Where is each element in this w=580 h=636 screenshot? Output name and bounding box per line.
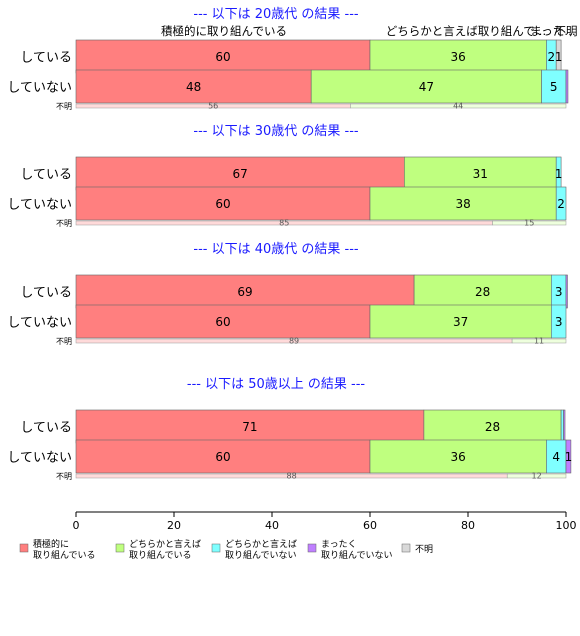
legend-label: 取り組んでいない: [225, 549, 297, 561]
row-label: している: [20, 51, 72, 66]
bar-value-label: 1: [555, 167, 563, 181]
bar-value-label: 36: [451, 450, 466, 464]
na-value-label: 12: [532, 472, 542, 481]
bar-value-label: 31: [473, 167, 488, 181]
bar-value-label: 28: [485, 420, 500, 434]
bar-value-label: 60: [215, 450, 230, 464]
bar-value-label: 71: [242, 420, 257, 434]
bar-segment: [369, 186, 557, 221]
na-row-label: 不明: [56, 472, 72, 481]
na-value-label: 85: [279, 219, 289, 228]
row-label: していない: [7, 316, 72, 331]
na-segment: [506, 473, 567, 479]
bar-value-label: 38: [455, 197, 470, 211]
bar-value-label: 5: [550, 80, 558, 94]
bar-value-label: 2: [557, 197, 565, 211]
bar-value-label: 3: [555, 285, 563, 299]
legend-label: どちらかと言えば: [225, 538, 297, 550]
na-value-label: 56: [208, 102, 218, 111]
bar-value-label: 1: [565, 450, 573, 464]
na-value-label: 15: [524, 219, 534, 228]
bar-segment: [75, 304, 371, 339]
x-tick-label: 100: [556, 519, 577, 532]
na-row-label: 不明: [56, 219, 72, 228]
top-label-2: どちらかと言えば取り組んで…: [386, 24, 546, 38]
bar-segment: [555, 186, 567, 221]
bar-value-label: 48: [186, 80, 201, 94]
top-label-1: 積極的に取り組んでいる: [161, 24, 287, 38]
bar-segment: [565, 274, 568, 309]
bar-value-label: 60: [215, 197, 230, 211]
bar-value-label: 28: [475, 285, 490, 299]
x-tick-label: 20: [167, 519, 181, 532]
row-label: している: [20, 421, 72, 436]
na-value-label: 11: [534, 337, 544, 346]
bar-value-label: 69: [237, 285, 252, 299]
bar-segment: [560, 409, 564, 444]
legend-label: まったく: [321, 539, 357, 550]
bar-value-label: 3: [555, 315, 563, 329]
bar-segment: [75, 274, 415, 309]
row-label: していない: [7, 81, 72, 96]
legend-label: 取り組んでいない: [321, 549, 393, 561]
group-title: --- 以下は 20歳代 の結果 ---: [193, 7, 359, 22]
bar-value-label: 36: [451, 50, 466, 64]
bar-value-label: 47: [419, 80, 434, 94]
na-segment: [492, 220, 567, 226]
bar-segment: [369, 439, 547, 474]
bar-segment: [75, 439, 371, 474]
group-title: --- 以下は 40歳代 の結果 ---: [193, 242, 359, 257]
row-label: していない: [7, 451, 72, 466]
group-title: --- 以下は 30歳代 の結果 ---: [193, 124, 359, 139]
x-tick-label: 0: [73, 519, 80, 532]
row-label: している: [20, 168, 72, 183]
bar-value-label: 67: [233, 167, 248, 181]
bar-segment: [413, 274, 552, 309]
bar-segment: [565, 69, 569, 104]
bar-value-label: 1: [555, 50, 563, 64]
x-tick-label: 80: [461, 519, 475, 532]
na-segment: [511, 338, 567, 344]
legend-swatch: [401, 543, 411, 553]
bar-segment: [75, 186, 371, 221]
na-row-label: 不明: [56, 102, 72, 111]
na-value-label: 89: [289, 337, 299, 346]
legend-swatch: [115, 543, 125, 553]
bar-value-label: 60: [215, 50, 230, 64]
row-label: していない: [7, 198, 72, 213]
na-segment: [350, 103, 567, 109]
top-label-4: 不明: [555, 24, 578, 38]
x-tick-label: 60: [363, 519, 377, 532]
bar-segment: [423, 409, 562, 444]
legend-label: 不明: [415, 544, 433, 555]
bar-segment: [541, 69, 567, 104]
na-value-label: 44: [453, 102, 463, 111]
group-title: --- 以下は 50歳以上 の結果 ---: [187, 377, 366, 392]
legend-swatch: [211, 543, 221, 553]
bar-segment: [563, 409, 566, 444]
legend-swatch: [307, 543, 317, 553]
legend-label: 取り組んでいる: [33, 549, 96, 561]
legend-swatch: [19, 543, 29, 553]
bar-segment: [75, 409, 425, 444]
top-label-3: まった…: [530, 24, 576, 38]
bar-segment: [565, 439, 572, 474]
legend-label: 積極的に: [33, 538, 69, 550]
na-value-label: 88: [287, 472, 297, 481]
bar-value-label: 37: [453, 315, 468, 329]
na-row-label: 不明: [56, 337, 72, 346]
x-tick-label: 40: [265, 519, 279, 532]
bar-segment: [75, 156, 405, 191]
row-label: している: [20, 286, 72, 301]
bar-value-label: 2: [547, 50, 555, 64]
bar-segment: [550, 304, 567, 339]
bar-segment: [369, 304, 552, 339]
legend-label: どちらかと言えば: [129, 538, 201, 550]
legend-label: 取り組んでいる: [129, 549, 192, 561]
bar-value-label: 60: [215, 315, 230, 329]
bar-value-label: 4: [552, 450, 560, 464]
